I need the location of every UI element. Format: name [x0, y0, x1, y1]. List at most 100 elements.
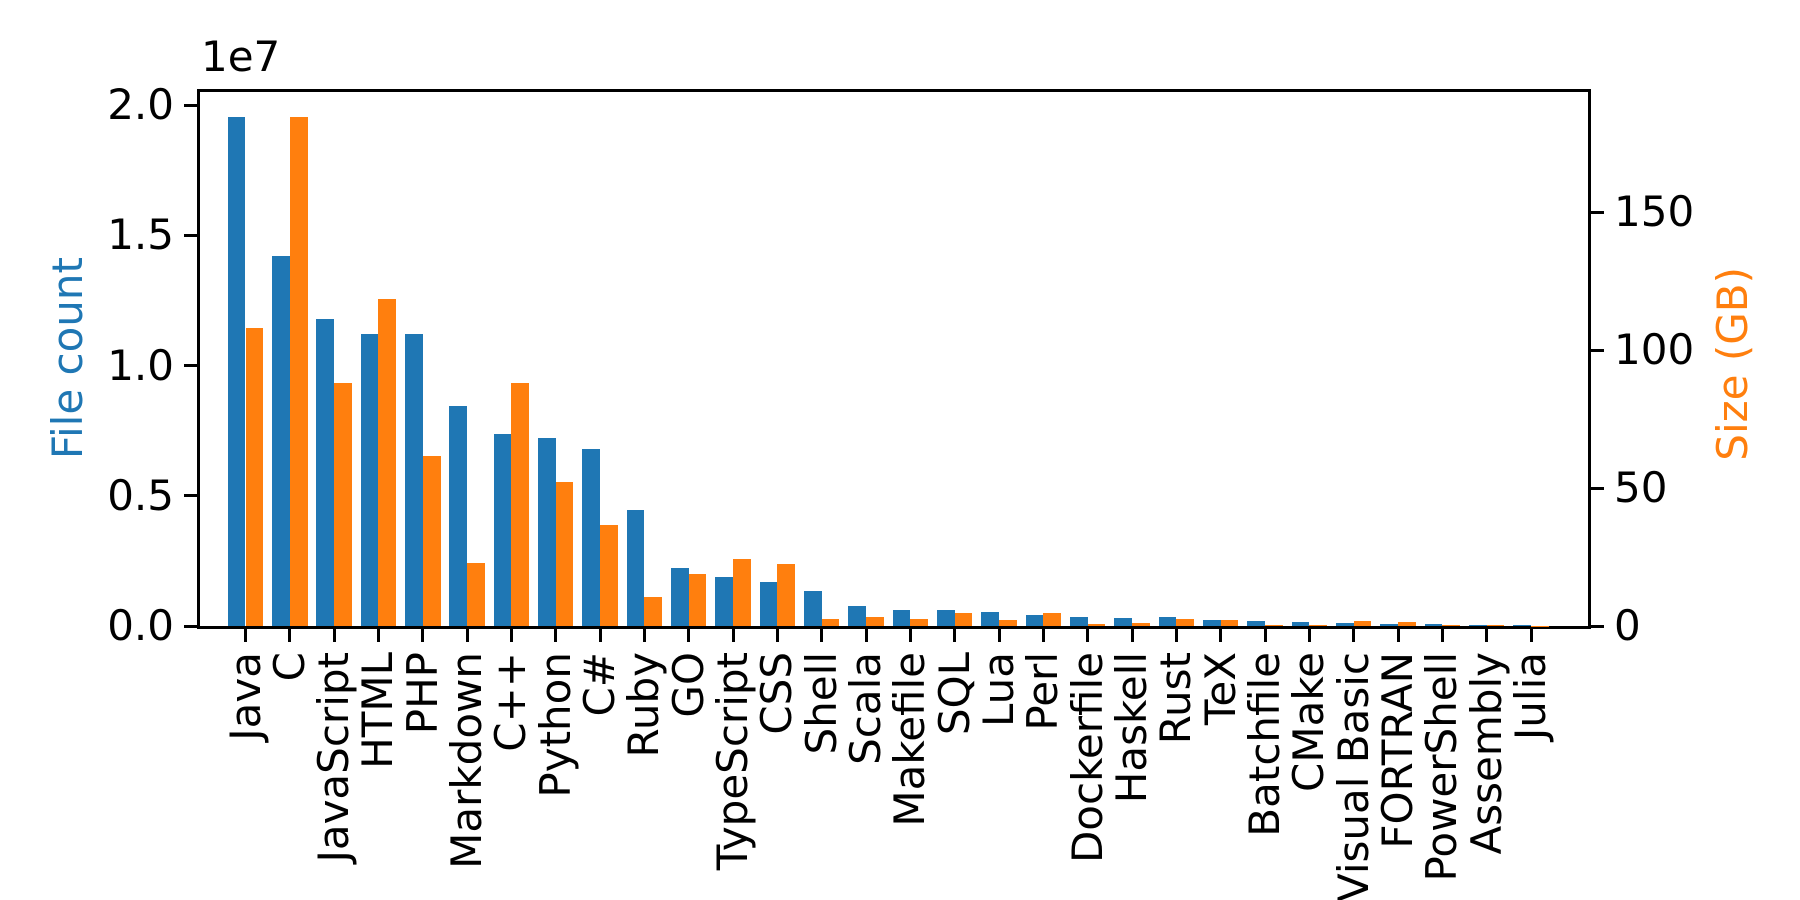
- bar-file-count-markdown: [449, 405, 468, 626]
- x-tick-label-java: Java: [220, 652, 270, 741]
- x-tick-label-dockerfile: Dockerfile: [1062, 652, 1112, 864]
- right-axis-title: Size (GB): [1708, 267, 1757, 461]
- x-tick-php: [421, 629, 425, 642]
- x-tick-makefile: [908, 629, 912, 642]
- right-y-tick: [1591, 210, 1604, 214]
- x-tick-c: [288, 629, 292, 642]
- bar-size-gb-c: [289, 116, 308, 626]
- bar-file-count-scala: [848, 605, 867, 626]
- bar-size-gb-c: [511, 383, 530, 626]
- bar-file-count-haskell: [1114, 618, 1133, 626]
- bar-size-gb-visual-basic: [1353, 621, 1372, 626]
- bar-size-gb-tex: [1220, 619, 1239, 626]
- bar-file-count-c: [582, 449, 601, 626]
- x-tick-rust: [1174, 629, 1178, 642]
- x-tick-label-powershell: PowerShell: [1417, 652, 1467, 882]
- bar-file-count-typescript: [715, 577, 734, 626]
- bar-size-gb-batchfile: [1265, 625, 1283, 626]
- x-tick-label-go: GO: [663, 652, 713, 718]
- bar-size-gb-shell: [821, 619, 840, 626]
- bar-file-count-makefile: [892, 609, 911, 626]
- bar-size-gb-python: [555, 482, 574, 626]
- bar-file-count-c: [493, 434, 512, 626]
- bar-size-gb-assembly: [1486, 624, 1505, 626]
- bar-size-gb-ruby: [644, 597, 663, 626]
- x-tick-scala: [864, 629, 868, 642]
- x-tick-dockerfile: [1086, 629, 1090, 642]
- bar-file-count-php: [405, 334, 423, 626]
- x-tick-label-tex: TeX: [1195, 652, 1245, 726]
- bar-size-gb-scala: [866, 616, 884, 626]
- x-tick-label-makefile: Makefile: [885, 652, 935, 827]
- left-y-tick-label: 0.0: [107, 601, 174, 650]
- bar-file-count-julia: [1513, 625, 1532, 626]
- bar-file-count-rust: [1158, 617, 1177, 626]
- x-tick-javascript: [332, 629, 336, 642]
- x-tick-tex: [1219, 629, 1223, 642]
- bar-file-count-dockerfile: [1070, 617, 1088, 626]
- x-tick-julia: [1529, 629, 1533, 642]
- bar-size-gb-html: [378, 298, 397, 626]
- x-tick-shell: [820, 629, 824, 642]
- bar-size-gb-c: [600, 525, 618, 626]
- bar-size-gb-php: [422, 456, 441, 626]
- bar-file-count-tex: [1203, 619, 1221, 626]
- bar-size-gb-typescript: [733, 558, 751, 626]
- x-tick-markdown: [465, 629, 469, 642]
- x-tick-c: [509, 629, 513, 642]
- x-tick-label-julia: Julia: [1506, 652, 1556, 741]
- left-y-tick-label: 1.0: [107, 340, 174, 390]
- bar-file-count-visual-basic: [1336, 623, 1354, 626]
- left-y-tick: [184, 103, 197, 107]
- right-y-tick-label: 0: [1614, 601, 1641, 650]
- left-y-tick: [184, 494, 197, 498]
- left-y-tick-label: 2.0: [107, 80, 174, 130]
- x-tick-label-assembly: Assembly: [1461, 652, 1511, 855]
- left-y-tick: [184, 364, 197, 367]
- x-tick-label-php: PHP: [397, 652, 447, 735]
- x-tick-powershell: [1440, 629, 1444, 642]
- x-tick-label-perl: Perl: [1018, 652, 1068, 731]
- x-tick-ruby: [642, 629, 646, 642]
- x-tick-label-batchfile: Batchfile: [1240, 652, 1290, 837]
- x-tick-label-javascript: JavaScript: [309, 652, 359, 863]
- right-y-tick: [1591, 348, 1604, 352]
- bar-file-count-powershell: [1424, 623, 1443, 626]
- bar-size-gb-haskell: [1132, 622, 1150, 626]
- bar-size-gb-makefile: [910, 618, 929, 626]
- bar-file-count-fortran: [1380, 624, 1399, 626]
- x-tick-go: [687, 629, 691, 642]
- bar-size-gb-lua: [999, 619, 1017, 626]
- x-tick-sql: [953, 629, 957, 642]
- x-tick-fortran: [1396, 629, 1400, 642]
- plot-frame: [197, 89, 1591, 629]
- x-tick-label-scala: Scala: [841, 652, 891, 765]
- x-tick-haskell: [1130, 629, 1134, 642]
- x-tick-c: [598, 629, 602, 642]
- bar-size-gb-cmake: [1309, 625, 1328, 626]
- bar-file-count-css: [759, 581, 778, 626]
- right-y-tick-label: 150: [1614, 187, 1695, 237]
- bar-size-gb-sql: [954, 612, 973, 626]
- x-tick-label-sql: SQL: [929, 652, 979, 736]
- bar-size-gb-javascript: [334, 383, 352, 626]
- x-tick-label-haskell: Haskell: [1107, 652, 1157, 804]
- bar-size-gb-rust: [1176, 619, 1195, 626]
- left-axis-offset-label: 1e7: [201, 32, 281, 81]
- right-y-tick: [1591, 624, 1604, 628]
- bar-size-gb-markdown: [467, 563, 485, 626]
- left-y-tick: [184, 233, 197, 237]
- x-tick-label-fortran: FORTRAN: [1373, 652, 1423, 849]
- x-tick-label-cmake: CMake: [1284, 652, 1334, 792]
- x-tick-lua: [997, 629, 1001, 642]
- bar-file-count-ruby: [626, 510, 645, 626]
- left-y-tick: [184, 624, 197, 628]
- bar-file-count-assembly: [1469, 624, 1487, 626]
- bar-file-count-python: [538, 437, 556, 626]
- x-tick-label-markdown: Markdown: [442, 652, 492, 869]
- bar-file-count-javascript: [316, 318, 335, 626]
- bar-file-count-sql: [937, 609, 955, 626]
- bar-file-count-batchfile: [1247, 620, 1266, 626]
- bar-size-gb-dockerfile: [1087, 624, 1106, 626]
